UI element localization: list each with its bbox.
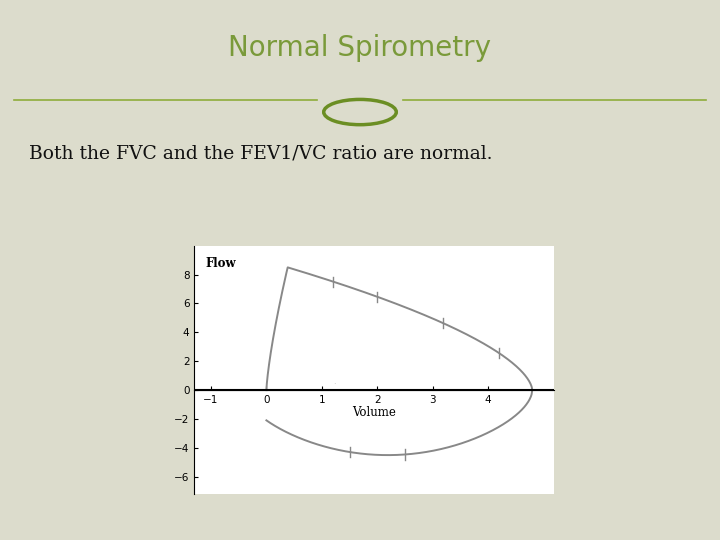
X-axis label: Volume: Volume [353, 407, 396, 420]
Text: Flow: Flow [205, 257, 236, 270]
Text: Both the FVC and the FEV1/VC ratio are normal.: Both the FVC and the FEV1/VC ratio are n… [29, 145, 492, 163]
Text: .: . [333, 377, 336, 386]
Text: Normal Spirometry: Normal Spirometry [228, 34, 492, 62]
